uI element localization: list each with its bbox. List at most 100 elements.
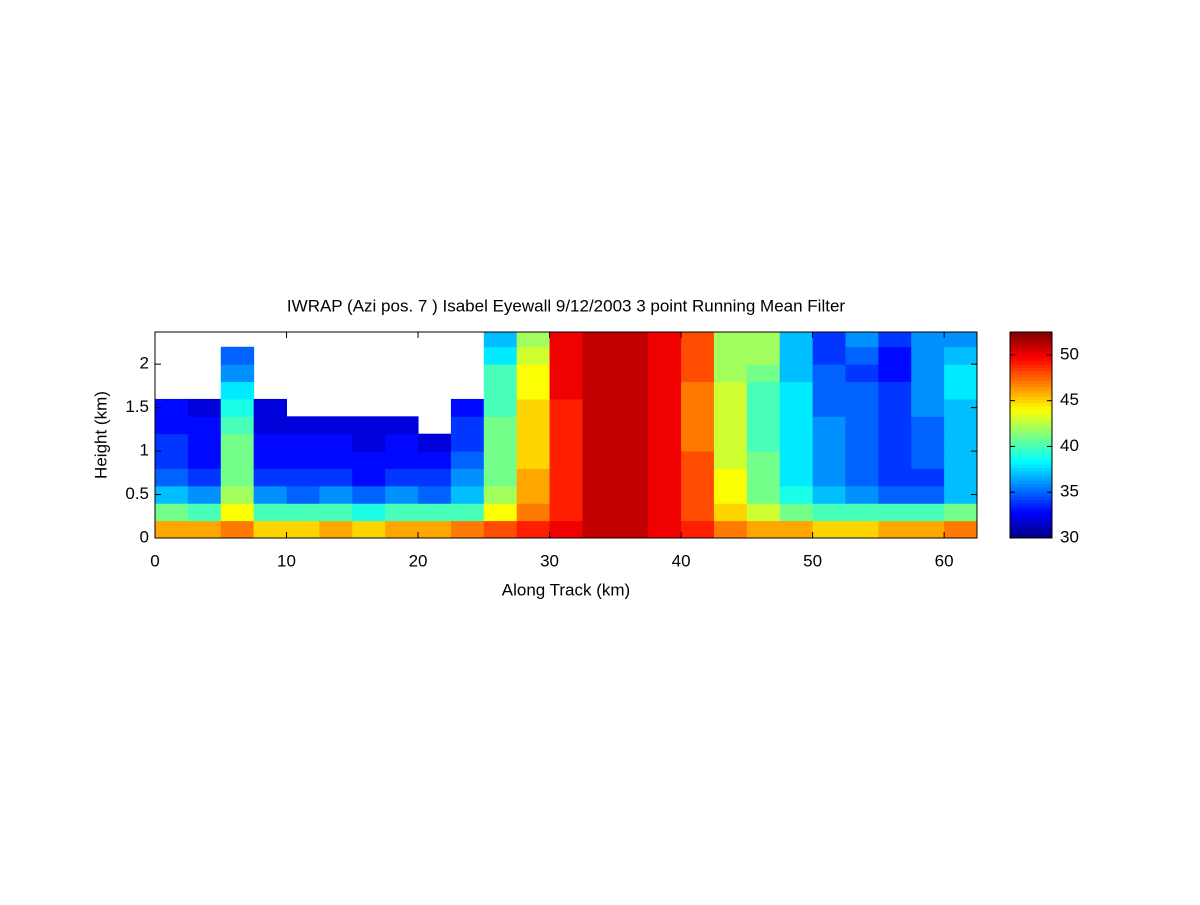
heat-cell (911, 364, 945, 383)
heat-cell (582, 416, 616, 435)
heat-cell (549, 416, 583, 435)
heat-cell (615, 503, 649, 522)
heat-cell (582, 346, 616, 365)
heat-cell (911, 468, 945, 487)
heat-cell (713, 520, 748, 538)
heat-cell (483, 381, 518, 400)
colorbar-swatch (1010, 428, 1052, 433)
y-tick-label: 0 (140, 527, 149, 546)
heat-cell (187, 451, 222, 469)
heat-cell (352, 520, 386, 538)
heat-cell (812, 416, 846, 435)
heat-cell (878, 503, 912, 522)
heat-cell (779, 398, 814, 417)
heat-cell (516, 332, 551, 348)
heat-cell (746, 451, 781, 469)
heat-cell (253, 520, 288, 538)
heat-cell (220, 346, 255, 365)
heat-cell (944, 451, 977, 469)
colorbar-swatch (1010, 463, 1052, 468)
heat-cell (483, 364, 518, 383)
heat-cell (878, 364, 912, 383)
heat-cell (582, 485, 616, 504)
heat-cell (286, 468, 320, 487)
colorbar-swatch (1010, 444, 1052, 449)
heat-cell (746, 332, 781, 348)
colorbar-swatch (1010, 499, 1052, 504)
heat-cell (220, 503, 255, 522)
heat-cell (516, 346, 551, 365)
heat-cell (385, 503, 419, 522)
heat-cell (648, 416, 682, 435)
heat-cell (681, 485, 715, 504)
colorbar-swatch (1010, 415, 1052, 420)
colorbar-swatch (1010, 399, 1052, 404)
heat-cell (483, 332, 518, 348)
heat-cell (516, 381, 551, 400)
colorbar-swatch (1010, 460, 1052, 465)
heat-cell (483, 503, 518, 522)
heat-cell (220, 381, 255, 400)
heat-cell (812, 503, 846, 522)
heat-cell (944, 468, 977, 487)
heat-cell (746, 346, 781, 365)
heat-cell (713, 346, 748, 365)
heat-cell (779, 332, 814, 348)
heat-cell (155, 485, 189, 504)
heat-cell (582, 433, 616, 452)
colorbar-swatch (1010, 422, 1052, 426)
colorbar-swatch (1010, 518, 1052, 523)
heat-cell (713, 381, 748, 400)
colorbar-tick-label: 45 (1060, 390, 1079, 409)
heat-cell (713, 468, 748, 487)
heat-cell (845, 468, 879, 487)
heat-cell (155, 468, 189, 487)
colorbar-swatch (1010, 348, 1052, 352)
x-tick-label: 20 (409, 551, 428, 570)
heat-cell (516, 416, 551, 435)
colorbar-tick-label: 50 (1060, 344, 1079, 363)
heat-cell (450, 451, 485, 469)
heat-cell (450, 520, 485, 538)
heat-cell (155, 416, 189, 435)
heat-cell (845, 503, 879, 522)
heat-cell (220, 416, 255, 435)
heat-cell (615, 520, 649, 538)
heat-cell (911, 520, 945, 538)
colorbar-swatch (1010, 386, 1052, 391)
heat-cell (746, 468, 781, 487)
heat-cell (450, 485, 485, 504)
x-tick-label: 30 (540, 551, 559, 570)
heat-cell (549, 364, 583, 383)
heat-cell (483, 468, 518, 487)
y-tick-label: 2 (140, 354, 149, 373)
heat-cell (713, 503, 748, 522)
heat-cell (681, 364, 715, 383)
heat-cell (253, 468, 288, 487)
heat-cell (911, 332, 945, 348)
heat-cell (845, 381, 879, 400)
heat-cell (516, 398, 551, 417)
heat-cell (582, 451, 616, 469)
colorbar-swatch (1010, 367, 1052, 372)
heat-cell (779, 485, 814, 504)
heat-cell (187, 485, 222, 504)
heat-cell (812, 364, 846, 383)
heat-cell (286, 451, 320, 469)
heat-cell (187, 433, 222, 452)
heat-cell (155, 433, 189, 452)
heat-cell (418, 485, 452, 504)
heat-cell (253, 398, 288, 417)
colorbar-swatch (1010, 534, 1052, 539)
heat-cell (418, 451, 452, 469)
heat-cell (779, 433, 814, 452)
heat-cell (615, 381, 649, 400)
heat-cell (187, 468, 222, 487)
heat-cell (220, 433, 255, 452)
heat-cell (779, 520, 814, 538)
x-tick-label: 60 (935, 551, 954, 570)
x-tick-label: 50 (803, 551, 822, 570)
colorbar-swatch (1010, 528, 1052, 533)
colorbar-swatch (1010, 502, 1052, 507)
colorbar-swatch (1010, 389, 1052, 394)
